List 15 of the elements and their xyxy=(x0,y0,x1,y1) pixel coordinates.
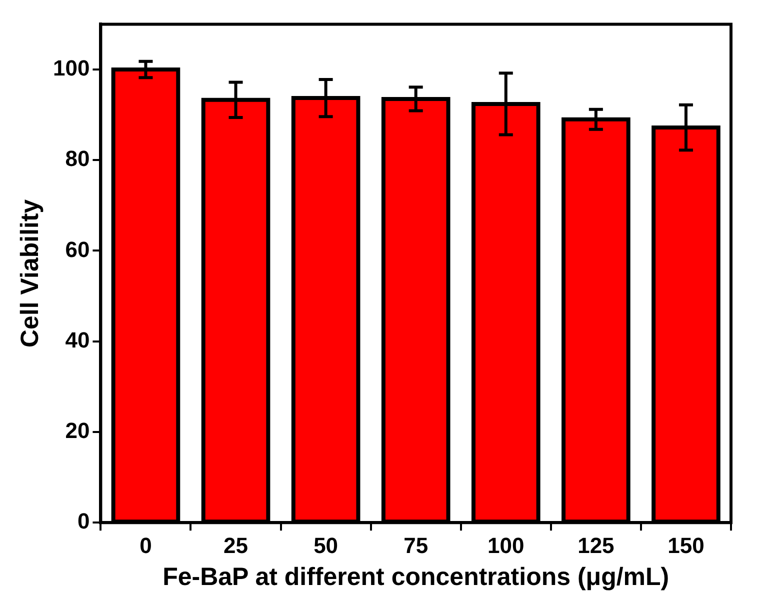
y-tick-label: 60 xyxy=(65,236,90,262)
x-tick-label: 150 xyxy=(668,532,704,558)
x-tick-label: 50 xyxy=(314,532,338,558)
x-tick-label: 75 xyxy=(404,532,428,558)
x-tick-label: 25 xyxy=(224,532,248,558)
y-tick-label: 80 xyxy=(65,146,90,172)
y-tick-label: 40 xyxy=(65,327,90,352)
y-axis-title: Cell Viability xyxy=(16,199,44,348)
x-tick-label: 0 xyxy=(140,532,152,558)
y-tick-label: 0 xyxy=(77,508,90,534)
y-tick-label: 100 xyxy=(52,56,90,81)
x-axis-title: Fe-BaP at different concentrations (μg/mL) xyxy=(162,562,670,591)
x-tick-label: 125 xyxy=(578,532,614,558)
y-tick-label: 20 xyxy=(65,418,90,444)
x-tick-label: 100 xyxy=(488,532,524,558)
